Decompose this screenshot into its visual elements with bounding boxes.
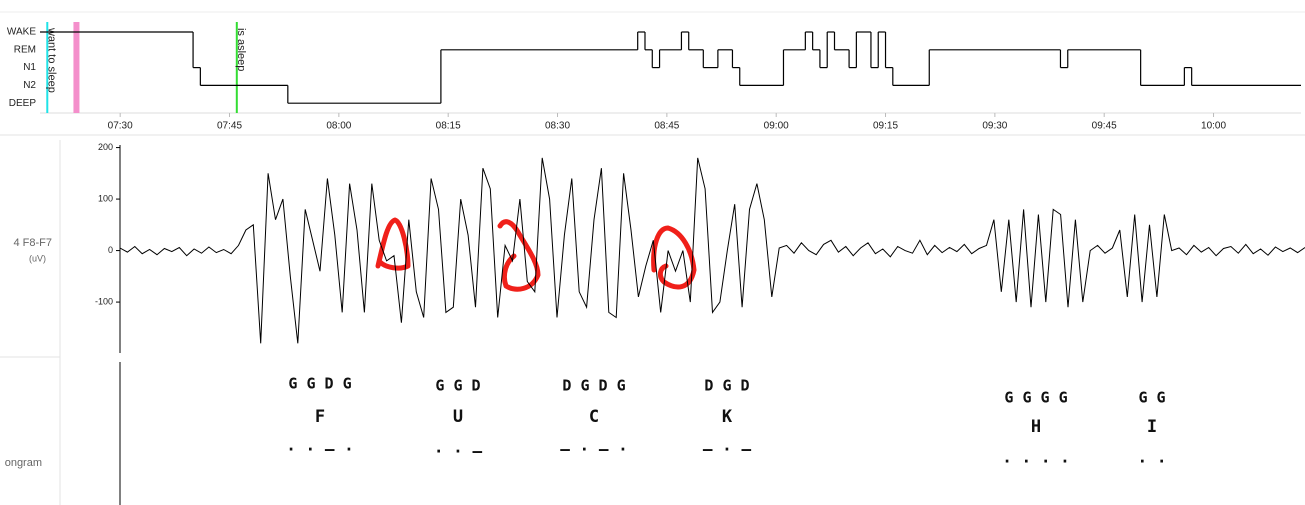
marker-label: is asleep: [235, 28, 247, 71]
y-tick-label: N1: [23, 62, 36, 73]
hand-drawn-highlights: [375, 217, 697, 292]
note-morse: · ·: [1138, 452, 1167, 471]
y-tick-label: N2: [23, 80, 36, 91]
unit-label: (uV): [29, 253, 46, 263]
x-tick-label: 10:00: [1201, 121, 1226, 132]
note-code: D G D: [704, 377, 749, 395]
panel-label: ongram: [5, 457, 42, 469]
y-tick-label: DEEP: [9, 98, 37, 109]
y-tick-label: 100: [98, 193, 113, 203]
red-scribble: [375, 217, 411, 271]
channel-label: 4 F8-F7: [13, 237, 52, 249]
y-tick-label: REM: [14, 44, 36, 55]
note-code: G G D G: [288, 375, 351, 393]
note-morse: – · –: [703, 440, 752, 459]
note-letter: H: [1031, 417, 1041, 437]
y-tick-label: 200: [98, 142, 113, 152]
note-morse: · · –: [434, 442, 483, 461]
y-tick-label: 0: [108, 245, 113, 255]
note-morse: · · – ·: [286, 440, 353, 459]
note-code: G G G G: [1004, 389, 1067, 407]
note-code: G G: [1138, 389, 1165, 407]
x-tick-label: 07:30: [108, 121, 133, 132]
x-tick-label: 08:45: [654, 121, 679, 132]
x-tick-label: 09:30: [982, 121, 1007, 132]
red-scribble: [497, 219, 541, 292]
marker-label: want to sleep: [45, 27, 57, 93]
y-tick-label: WAKE: [7, 27, 36, 38]
y-tick-label: -100: [95, 296, 113, 306]
note-code: D G D G: [562, 377, 625, 395]
note-morse: · · · ·: [1002, 452, 1069, 471]
eeg-trace: [119, 157, 1305, 344]
x-tick-label: 08:00: [326, 121, 351, 132]
note-letter: U: [453, 407, 463, 427]
note-code: G G D: [435, 377, 480, 395]
x-tick-label: 09:15: [873, 121, 898, 132]
note-morse: – · – ·: [560, 440, 627, 459]
red-scribble: [651, 225, 697, 290]
note-letter: F: [315, 407, 325, 427]
x-tick-label: 09:45: [1092, 121, 1117, 132]
x-tick-label: 07:45: [217, 121, 242, 132]
note-letter: K: [722, 407, 733, 427]
x-tick-label: 09:00: [764, 121, 789, 132]
note-letter: C: [589, 407, 599, 427]
note-letter: I: [1147, 417, 1157, 437]
x-tick-label: 08:15: [436, 121, 461, 132]
x-tick-label: 08:30: [545, 121, 570, 132]
marker-band: [73, 22, 80, 113]
